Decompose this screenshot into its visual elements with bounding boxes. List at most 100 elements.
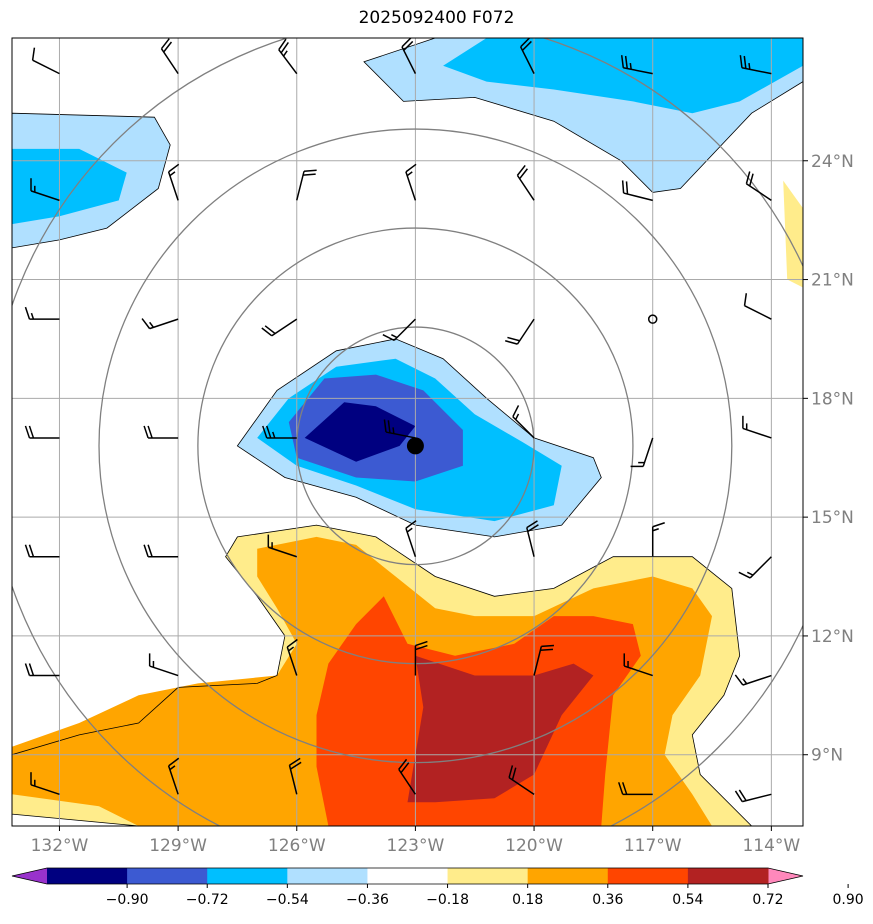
wind-barb xyxy=(742,415,772,439)
storm-center-marker xyxy=(406,437,424,455)
wind-barb xyxy=(745,171,772,201)
x-tick-label: 126°W xyxy=(268,836,326,856)
wind-barb xyxy=(30,178,60,202)
wind-barb xyxy=(651,522,665,557)
contour-outline xyxy=(363,38,803,193)
contour-outline xyxy=(12,112,171,249)
colorbar-tick-label: −0.18 xyxy=(426,892,469,908)
wind-barb xyxy=(526,520,539,557)
colorbar-tick-label: 0.90 xyxy=(833,892,864,908)
x-tick-label: 114°W xyxy=(742,836,800,856)
colorbar-segment xyxy=(207,868,288,884)
wind-barb xyxy=(519,38,535,74)
colorbar-extend-low xyxy=(12,868,47,884)
wind-barb xyxy=(382,318,416,342)
chart-title: 2025092400 F072 xyxy=(358,8,515,28)
y-tick-label: 12°N xyxy=(811,627,854,647)
y-axis: 9°N 12°N 15°N 18°N 21°N 24°N xyxy=(803,152,854,766)
wind-barb xyxy=(296,169,317,201)
wind-barb xyxy=(160,38,179,75)
wind-barb xyxy=(31,47,60,75)
wind-barb xyxy=(516,164,535,201)
y-tick-label: 21°N xyxy=(811,271,854,291)
x-tick-label: 117°W xyxy=(624,836,682,856)
lat-lon-grid xyxy=(12,38,803,826)
colorbar-tick-label: −0.36 xyxy=(346,892,389,908)
wind-barb xyxy=(505,318,535,345)
range-ring xyxy=(296,326,535,566)
wind-barb xyxy=(405,163,417,201)
wind-barb xyxy=(262,425,297,439)
wind-barb xyxy=(647,314,658,324)
contour-region xyxy=(407,655,594,803)
wind-barb xyxy=(621,180,653,202)
colorbar-frame xyxy=(11,867,804,885)
wind-barb xyxy=(739,55,772,75)
wind-barbs xyxy=(24,38,772,803)
y-tick-label: 9°N xyxy=(811,746,843,766)
y-tick-label: 18°N xyxy=(811,389,854,409)
wind-barb xyxy=(167,163,180,201)
wind-barb xyxy=(743,293,772,320)
x-tick-label: 129°W xyxy=(149,836,207,856)
wind-barb xyxy=(267,534,297,558)
x-tick-label: 132°W xyxy=(31,836,89,856)
wind-barb xyxy=(734,789,772,803)
plot-frame xyxy=(11,37,804,827)
wind-barb xyxy=(620,55,653,75)
wind-barb xyxy=(30,772,60,796)
y-tick-label: 24°N xyxy=(811,152,854,172)
colorbar-segment xyxy=(367,868,449,884)
wind-barb xyxy=(148,653,179,677)
wind-barb xyxy=(24,663,60,677)
colorbar-segment xyxy=(47,868,128,884)
x-axis: 132°W 129°W 126°W 123°W 120°W 117°W 114°W xyxy=(31,826,800,856)
colorbar-segment xyxy=(607,868,689,884)
shaded-contours xyxy=(12,38,803,826)
colorbar: −0.90 −0.72 −0.54 −0.36 −0.18 0.18 0.36 0.54 0.7… xyxy=(11,867,864,908)
colorbar-tick-label: −0.90 xyxy=(106,892,149,908)
wind-barb xyxy=(405,520,417,557)
colorbar-segment xyxy=(287,868,368,884)
colorbar-tick-label: 0.72 xyxy=(752,892,783,908)
wind-barb xyxy=(401,38,417,74)
colorbar-tick-label: 0.18 xyxy=(512,892,543,908)
wind-barb xyxy=(167,757,180,795)
wind-barb xyxy=(24,544,60,558)
wind-barb xyxy=(143,425,179,439)
wind-barb xyxy=(383,419,416,439)
wind-barb xyxy=(288,757,302,795)
colorbar-segment xyxy=(127,868,208,884)
wind-barb xyxy=(738,556,772,579)
wind-barb xyxy=(24,306,60,320)
wind-barb xyxy=(533,644,555,676)
contour-outline xyxy=(236,338,602,538)
colorbar-tick-label: 0.36 xyxy=(592,892,623,908)
wind-barb xyxy=(512,405,535,439)
wind-barb xyxy=(398,758,417,795)
colorbar-tick-label: 0.54 xyxy=(672,892,703,908)
wind-barb xyxy=(278,38,298,75)
wind-barb xyxy=(414,640,428,676)
colorbar-segment xyxy=(527,868,609,884)
contour-region xyxy=(12,148,127,225)
wind-barb xyxy=(623,653,653,677)
wind-barb xyxy=(261,318,298,337)
colorbar-tick-label: −0.72 xyxy=(186,892,229,908)
wind-barb xyxy=(143,544,179,558)
colorbar-extend-high xyxy=(768,868,803,884)
wind-barb xyxy=(141,318,179,330)
wind-barb xyxy=(508,765,535,795)
colorbar-segment xyxy=(447,868,529,884)
colorbar-segment xyxy=(687,868,769,884)
y-tick-label: 15°N xyxy=(811,508,854,528)
storm-center xyxy=(406,437,424,455)
range-ring xyxy=(98,128,733,764)
wind-barb xyxy=(630,437,654,468)
wind-barb xyxy=(24,425,60,439)
wind-barb xyxy=(734,674,772,686)
contour-region xyxy=(304,402,416,462)
contour-region xyxy=(443,38,803,114)
wind-barb xyxy=(286,638,298,676)
